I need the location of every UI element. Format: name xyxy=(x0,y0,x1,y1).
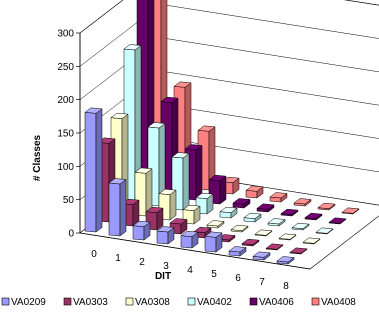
chart-axes: 0 50 100 150 200 250 300 0 1 2 3 4 5 6 7 8 xyxy=(57,29,311,292)
legend-swatch xyxy=(1,297,10,306)
x-tick-label: 0 xyxy=(91,249,97,260)
legend-label: VA0303 xyxy=(73,297,108,308)
y-axis-label: # Classes xyxy=(32,134,43,181)
y-tick-label: 150 xyxy=(57,129,74,140)
bar xyxy=(276,256,295,265)
bar xyxy=(204,231,223,253)
legend-item: VA0209 xyxy=(1,297,46,308)
bar xyxy=(341,207,360,215)
legend-swatch xyxy=(125,297,134,306)
x-tick-label: 1 xyxy=(115,253,121,264)
bar xyxy=(219,206,238,219)
bar xyxy=(328,217,347,225)
y-tick-label: 50 xyxy=(63,195,75,206)
legend-item: VA0408 xyxy=(311,297,356,308)
legend-label: VA0408 xyxy=(321,297,356,308)
legend-swatch xyxy=(249,297,258,306)
y-tick-label: 100 xyxy=(57,162,74,173)
bar xyxy=(108,178,127,237)
bar xyxy=(132,220,151,241)
bar xyxy=(254,229,273,237)
x-tick-label: 8 xyxy=(283,281,289,292)
bar xyxy=(134,167,153,217)
bar xyxy=(169,218,188,235)
x-axis-label: DIT xyxy=(155,271,171,282)
bar xyxy=(84,107,103,233)
bar xyxy=(289,247,308,255)
bar xyxy=(291,222,310,231)
y-tick-label: 0 xyxy=(68,229,74,240)
bar xyxy=(252,251,271,261)
bar xyxy=(206,220,225,229)
bar xyxy=(228,246,247,257)
x-tick-label: 4 xyxy=(187,265,193,276)
bar xyxy=(245,185,264,199)
bar xyxy=(269,192,288,203)
legend-label: VA0406 xyxy=(259,297,294,308)
legend-label: VA0209 xyxy=(11,297,46,308)
x-tick-label: 5 xyxy=(211,269,217,280)
x-tick-label: 6 xyxy=(235,273,241,284)
legend-item: VA0402 xyxy=(187,297,232,308)
bar xyxy=(265,243,284,251)
bar xyxy=(302,237,321,245)
legend-item: VA0308 xyxy=(125,297,170,308)
bar xyxy=(156,226,175,245)
legend-swatch xyxy=(63,297,72,306)
legend-item: VA0303 xyxy=(63,297,108,308)
legend-swatch xyxy=(311,297,320,306)
bar xyxy=(278,233,297,241)
legend-label: VA0402 xyxy=(197,297,232,308)
bar xyxy=(304,212,323,221)
gridline xyxy=(79,0,379,34)
legend: VA0209 VA0303 VA0308 VA0402 VA0406 VA0408 xyxy=(1,297,356,308)
x-tick-label: 3 xyxy=(163,261,169,272)
y-tick-label: 200 xyxy=(57,95,74,106)
x-tick-label: 7 xyxy=(259,277,265,288)
legend-label: VA0308 xyxy=(135,297,170,308)
bar xyxy=(293,198,312,207)
bar xyxy=(280,208,299,217)
bar xyxy=(256,203,275,213)
bar xyxy=(317,202,336,211)
legend-item: VA0406 xyxy=(249,297,294,308)
legend-swatch xyxy=(187,297,196,306)
x-tick-label: 2 xyxy=(139,257,145,268)
bar xyxy=(267,218,286,227)
bar xyxy=(180,230,199,249)
bar xyxy=(158,188,177,221)
bar xyxy=(243,212,262,223)
x-axis-line xyxy=(79,232,311,270)
y-tick-label: 250 xyxy=(57,62,74,73)
bar xyxy=(195,192,214,215)
bar xyxy=(232,198,251,209)
bar xyxy=(315,227,334,235)
bar xyxy=(230,224,249,233)
chart-bars xyxy=(84,0,360,265)
bar xyxy=(182,204,201,225)
y-tick-label: 300 xyxy=(57,29,74,40)
bar xyxy=(241,238,260,247)
